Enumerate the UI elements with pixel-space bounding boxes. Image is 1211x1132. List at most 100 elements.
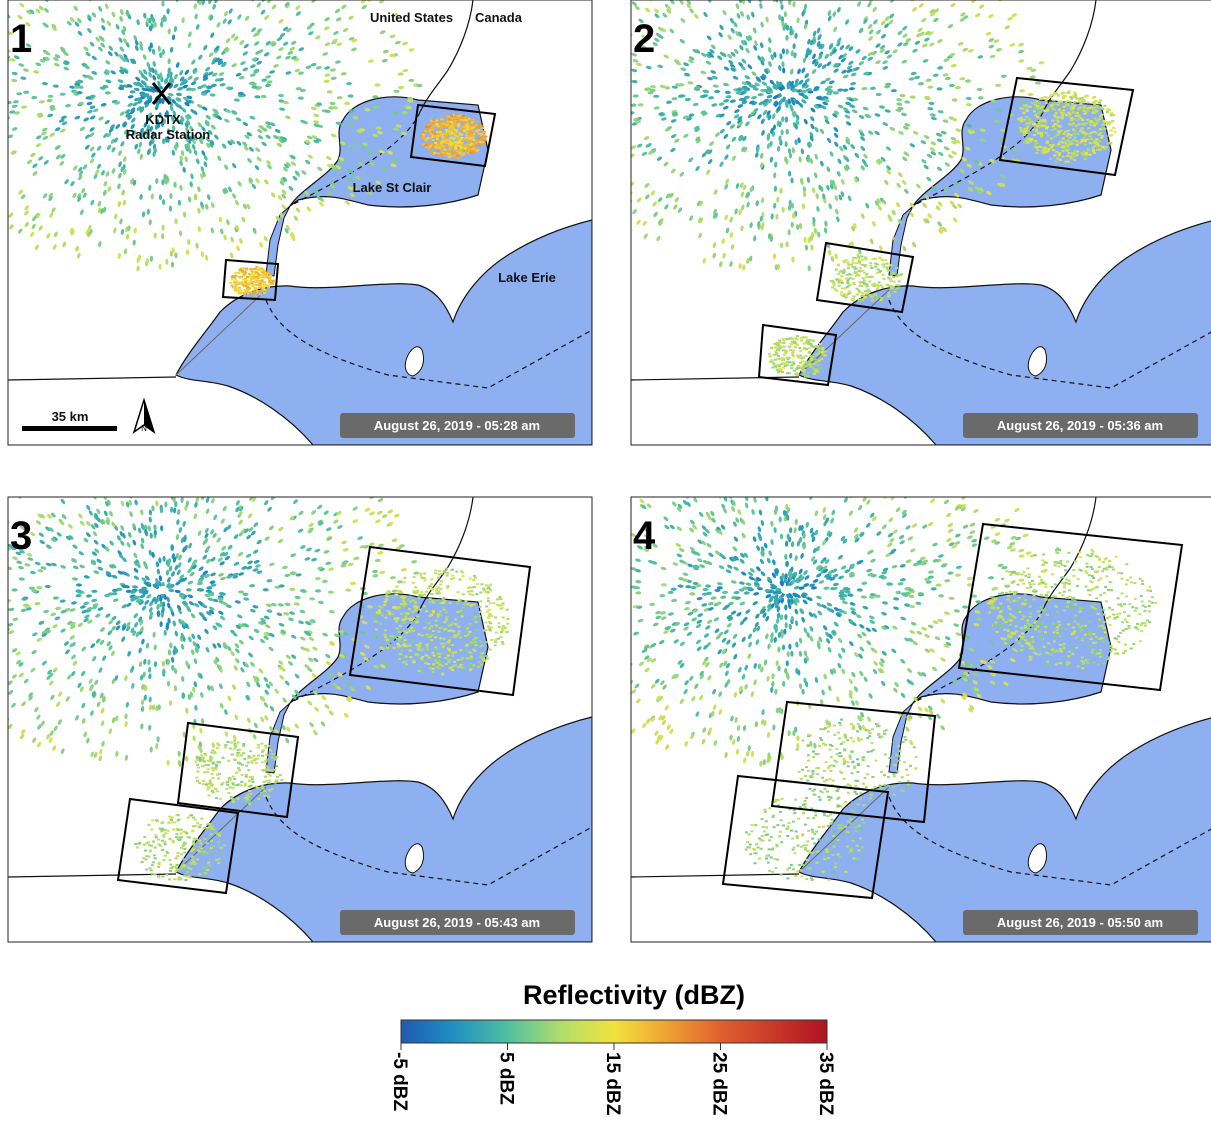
radar-echo — [851, 298, 854, 300]
radar-echo — [858, 300, 861, 302]
radar-echo — [289, 481, 295, 488]
radar-echo — [892, 276, 895, 278]
radar-echo — [437, 150, 440, 152]
radar-echo — [853, 295, 856, 297]
radar-echo — [254, 268, 257, 270]
radar-echo — [871, 284, 874, 286]
radar-echo — [845, 296, 848, 298]
radar-echo — [480, 133, 483, 135]
radar-echo — [1067, 161, 1070, 163]
radar-echo — [1072, 129, 1075, 131]
radar-echo — [803, 348, 806, 350]
radar-echo — [1112, 127, 1115, 129]
radar-echo — [792, 363, 795, 365]
radar-echo — [624, 186, 631, 192]
radar-echo — [1052, 125, 1055, 127]
radar-echo — [244, 279, 247, 281]
radar-echo — [484, 139, 487, 141]
radar-echo — [864, 290, 867, 292]
radar-echo — [450, 115, 453, 117]
radar-echo — [819, 367, 822, 369]
radar-echo — [873, 294, 876, 296]
map-content — [0, 414, 592, 942]
radar-echo — [0, 21, 5, 27]
radar-echo — [250, 278, 253, 280]
radar-echo — [610, 209, 617, 216]
radar-echo — [607, 0, 614, 3]
radar-echo — [105, 91, 111, 94]
radar-echo — [268, 282, 271, 284]
radar-echo — [440, 118, 443, 120]
radar-echo — [475, 130, 478, 132]
radar-echo — [167, 487, 170, 493]
radar-echo — [863, 283, 866, 285]
radar-echo — [618, 151, 625, 157]
radar-echo — [437, 154, 440, 156]
radar-echo — [893, 281, 896, 283]
radar-echo — [1034, 102, 1037, 104]
radar-echo — [84, 447, 89, 454]
radar-echo — [1108, 135, 1111, 137]
radar-echo — [869, 265, 872, 267]
radar-echo — [855, 271, 858, 273]
radar-echo — [593, 62, 600, 66]
radar-echo — [429, 129, 432, 131]
radar-echo — [184, 453, 188, 459]
radar-echo — [837, 264, 840, 266]
radar-echo — [1058, 108, 1061, 110]
radar-echo — [1073, 159, 1076, 161]
radar-echo — [1071, 143, 1074, 145]
radar-echo — [475, 147, 478, 149]
radar-echo — [609, 90, 615, 93]
radar-echo — [429, 145, 432, 147]
radar-echo — [783, 354, 786, 356]
radar-echo — [781, 359, 784, 361]
radar-echo — [778, 340, 781, 342]
radar-echo — [819, 349, 822, 351]
radar-echo — [162, 199, 165, 205]
radar-echo — [1037, 132, 1040, 134]
radar-echo — [218, 470, 223, 477]
radar-echo — [1078, 115, 1081, 117]
radar-echo — [1045, 149, 1048, 151]
radar-echo — [1103, 105, 1106, 107]
radar-echo — [162, 671, 165, 677]
radar-echo — [338, 470, 345, 476]
radar-echo — [1029, 106, 1032, 108]
radar-echo — [835, 278, 838, 280]
radar-echo — [890, 274, 893, 276]
radar-echo — [1041, 125, 1044, 127]
radar-echo — [864, 266, 867, 268]
radar-echo — [871, 300, 874, 302]
radar-echo — [1090, 138, 1093, 140]
radar-echo — [876, 288, 879, 290]
radar-echo — [165, 480, 168, 486]
radar-echo — [786, 357, 789, 359]
radar-echo — [452, 144, 455, 146]
radar-echo — [250, 274, 253, 276]
radar-echo — [859, 267, 862, 269]
radar-echo — [186, 466, 190, 472]
radar-echo — [1046, 141, 1049, 143]
radar-echo — [1089, 154, 1092, 156]
radar-echo — [234, 272, 237, 274]
radar-echo — [161, 17, 164, 23]
radar-echo — [307, 474, 313, 481]
radar-echo — [1068, 91, 1071, 93]
radar-echo — [614, 153, 621, 159]
radar-echo — [1086, 154, 1089, 156]
radar-echo — [1079, 106, 1082, 108]
radar-echo — [440, 129, 443, 131]
radar-echo — [460, 137, 463, 139]
radar-echo — [1045, 102, 1048, 104]
radar-echo — [1064, 102, 1067, 104]
radar-echo — [426, 129, 429, 131]
radar-echo — [249, 291, 252, 293]
radar-echo — [856, 274, 859, 276]
radar-echo — [785, 338, 788, 340]
radar-echo — [871, 258, 874, 260]
radar-echo — [453, 121, 456, 123]
radar-echo — [865, 258, 868, 260]
radar-echo — [799, 362, 802, 364]
radar-echo — [454, 125, 457, 127]
